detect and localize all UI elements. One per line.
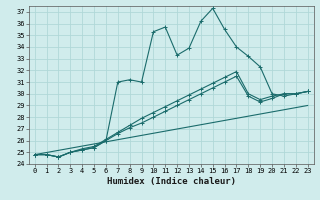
X-axis label: Humidex (Indice chaleur): Humidex (Indice chaleur) — [107, 177, 236, 186]
